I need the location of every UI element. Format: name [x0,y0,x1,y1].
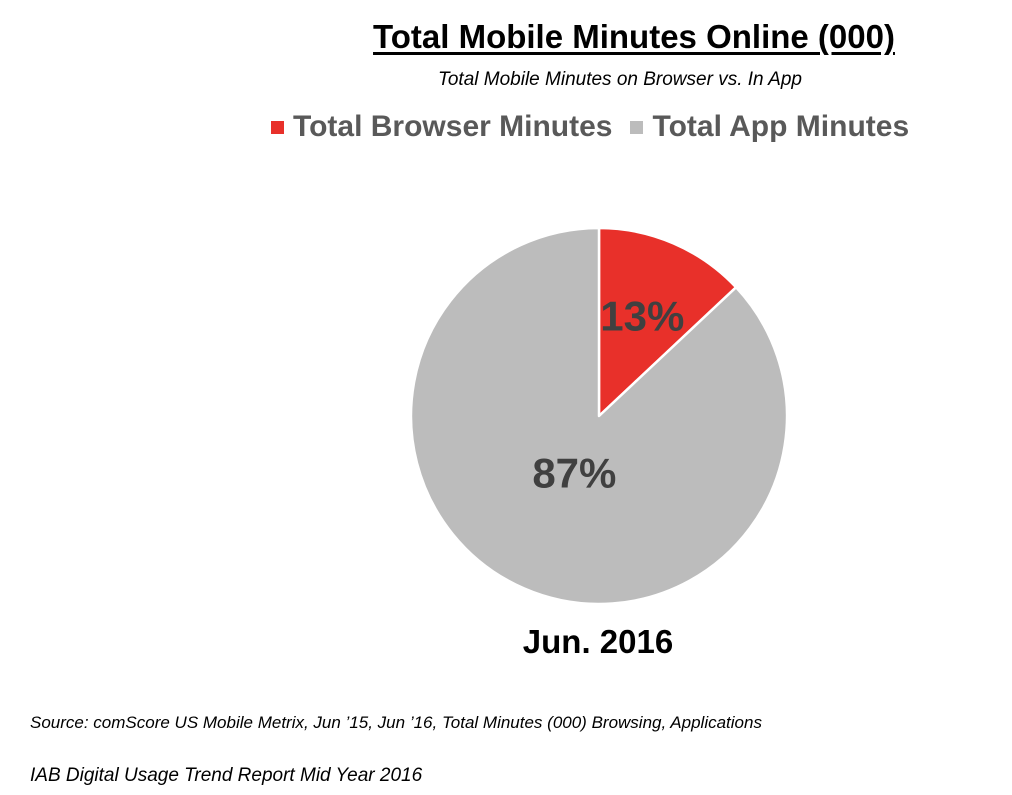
pie-slice-app [409,226,789,606]
pie-slice-browser [597,226,738,418]
chart-title: Total Mobile Minutes Online (000) [373,18,895,55]
legend-item-app: Total App Minutes [630,110,909,144]
legend-swatch-app [630,120,644,134]
slice-label-browser: 13% [600,292,684,339]
report-footer: IAB Digital Usage Trend Report Mid Year … [30,765,423,786]
source-note: Source: comScore US Mobile Metrix, Jun ’… [30,713,762,732]
legend-label-browser: Total Browser Minutes [293,110,613,143]
legend-label-app: Total App Minutes [652,110,910,143]
slice-label-app: 87% [532,449,616,496]
legend-swatch-browser [271,120,284,134]
chart-legend: Total Browser Minutes Total App Minutes [271,110,927,144]
category-label: Jun. 2016 [522,623,674,660]
legend-item-browser: Total Browser Minutes [271,110,612,144]
chart-subtitle: Total Mobile Minutes on Browser vs. In A… [438,69,802,90]
